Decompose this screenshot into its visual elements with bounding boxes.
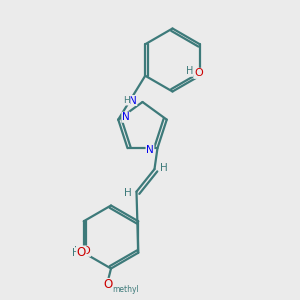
Text: H: H — [74, 246, 82, 256]
Text: H: H — [160, 163, 167, 172]
Text: O: O — [194, 68, 203, 78]
Text: H: H — [124, 96, 130, 105]
Text: N: N — [129, 95, 137, 106]
Text: O: O — [82, 246, 91, 256]
Text: H: H — [186, 66, 193, 76]
Text: O: O — [77, 246, 86, 259]
Text: H: H — [124, 188, 131, 198]
Text: methyl: methyl — [112, 285, 139, 294]
Text: N: N — [122, 112, 130, 122]
Text: O: O — [103, 278, 112, 292]
Text: N: N — [146, 145, 154, 154]
Text: H: H — [72, 248, 80, 258]
